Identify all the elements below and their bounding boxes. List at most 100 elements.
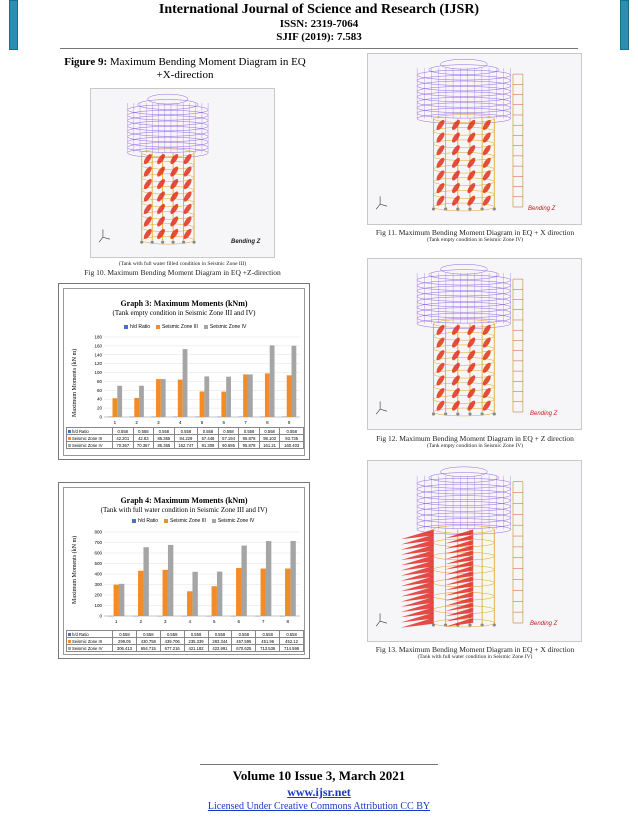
ladder-frame xyxy=(512,481,524,624)
figure-13-caption: Fig 13. Maximum Bending Moment Diagram i… xyxy=(375,645,575,654)
table-cell: 91.308 xyxy=(197,441,219,449)
graph-4-subtitle: (Tank with full water condition in Seism… xyxy=(100,506,268,514)
bar xyxy=(260,568,266,616)
footer-license-link[interactable]: Licensed Under Creative Commons Attribut… xyxy=(207,801,431,812)
bar xyxy=(204,376,210,417)
y-tick-label: 60 xyxy=(97,388,103,393)
figure-12-image: Bending Z xyxy=(367,258,582,430)
table-cell: 152.747 xyxy=(173,441,199,449)
figure-10-bending-label: Bending Z xyxy=(231,239,261,245)
figure-12-bending-label: Bending Z xyxy=(530,411,558,417)
graph-3-data-table: h/d Ratio 0.558 0.558 0.558 0.558 0.558 0.558 0… xyxy=(66,427,304,449)
bar xyxy=(264,373,270,417)
table-cell: 0.558 xyxy=(153,427,175,435)
bar xyxy=(236,567,242,616)
ladder-frame xyxy=(512,73,524,208)
bar xyxy=(291,345,297,417)
header-divider xyxy=(60,48,578,49)
table-cell: 85.365 xyxy=(153,434,175,442)
figure-13-structure-drawing xyxy=(375,466,524,628)
figure-11-image: Bending Z xyxy=(367,53,582,225)
figure-10-structure-drawing xyxy=(98,93,209,245)
header-right-bar xyxy=(620,0,629,50)
graph-3-legend-item: Seismic Zone IV xyxy=(203,324,246,330)
y-tick-label: 160 xyxy=(94,343,102,348)
y-tick-label: 0 xyxy=(99,614,102,619)
moment-diagram xyxy=(400,529,474,628)
figure-10-caption: Fig 10. Maximum Bending Moment Diagram i… xyxy=(84,268,281,277)
figure-13-subcaption: (Tank with full water condition in Seism… xyxy=(417,654,533,660)
graph-4-legend-item: Seismic Zone III xyxy=(164,518,206,524)
x-tick-label: 9 xyxy=(288,420,291,425)
table-cell: 84.229 xyxy=(173,434,199,442)
table-cell: 283.344 xyxy=(207,637,233,645)
footer-divider xyxy=(200,764,438,765)
y-tick-label: 100 xyxy=(94,370,102,375)
axis-triad-icon xyxy=(375,613,388,627)
graph-4-chart: Graph 4: Maximum Moments (kNm) (Tank wit… xyxy=(58,482,310,659)
table-cell: 0.558 xyxy=(279,630,304,638)
y-tick-label: 700 xyxy=(94,540,102,545)
graph-3-legend: h/d Ratio Seismic Zone III Seismic Zone … xyxy=(124,324,246,330)
table-cell: 161.21 xyxy=(258,441,281,449)
tank-wireframe xyxy=(127,93,209,158)
figure-10-image: Bending Z xyxy=(90,88,275,258)
footer-url-link[interactable]: www.ijsr.net xyxy=(287,785,351,799)
bar xyxy=(167,544,174,616)
y-tick-label: 40 xyxy=(97,397,103,402)
x-tick-label: 5 xyxy=(201,420,204,425)
journal-sjif: SJIF (2019): 7.583 xyxy=(276,31,362,43)
table-row: h/d Ratio 0.558 0.558 0.558 0.558 0.558 0.558 0… xyxy=(66,427,304,435)
table-cell: 0.558 xyxy=(255,630,281,638)
tank-wireframe xyxy=(416,264,511,329)
y-tick-label: 800 xyxy=(94,530,102,535)
table-cell: 160.403 xyxy=(279,441,304,449)
bar xyxy=(221,391,227,417)
graph-4-legend-item: Seismic Zone IV xyxy=(211,518,254,524)
journal-issn: ISSN: 2319-7064 xyxy=(279,18,359,30)
y-tick-label: 180 xyxy=(94,335,102,340)
graph-3-chart: Graph 3: Maximum Moments (kNm) (Tank emp… xyxy=(58,283,310,460)
x-tick-label: 1 xyxy=(114,420,117,425)
table-cell: 670.625 xyxy=(231,644,257,652)
table-cell: 0.558 xyxy=(183,630,209,638)
graph-4-data-table: h/d Ratio 0.558 0.558 0.558 0.558 0.558 0.558 0… xyxy=(66,630,304,652)
table-cell: 452.12 xyxy=(279,637,304,645)
tank-wireframe xyxy=(416,466,511,535)
table-cell: 421.182 xyxy=(183,644,209,652)
ladder-frame xyxy=(512,278,524,413)
table-cell: 93.735 xyxy=(279,434,304,442)
table-cell: 85.365 xyxy=(153,441,175,449)
graph-3-legend-item: h/d Ratio xyxy=(124,324,150,330)
x-tick-label: 4 xyxy=(188,619,191,624)
table-cell: 98.103 xyxy=(258,434,281,442)
table-cell: 95.878 xyxy=(238,434,260,442)
x-tick-label: 7 xyxy=(262,619,265,624)
y-tick-label: 100 xyxy=(94,603,102,608)
moment-diagram xyxy=(436,119,491,206)
table-cell: 439.706 xyxy=(159,637,185,645)
table-row: Seismic Zone IV 70.367 70.367 85.365 152.747… xyxy=(66,441,304,449)
figure-11-bending-label: Bending Z xyxy=(528,206,556,212)
bar xyxy=(139,385,144,417)
x-tick-label: 6 xyxy=(223,420,226,425)
x-tick-label: 3 xyxy=(164,619,167,624)
y-tick-label: 400 xyxy=(94,572,102,577)
bar xyxy=(290,540,296,616)
moment-diagram xyxy=(143,154,192,240)
bar xyxy=(192,571,198,616)
figure-10-subcaption: (Tank with full water filled condition i… xyxy=(118,261,247,267)
table-row: Seismic Zone IV 306.413 654.715 677.216 421.… xyxy=(66,644,304,652)
table-cell: 42.201 xyxy=(112,434,134,442)
table-cell: 430.758 xyxy=(135,637,161,645)
y-tick-label: 80 xyxy=(97,379,103,384)
figure-11-subcaption: (Tank empty condition in Seismic Zone IV… xyxy=(426,237,524,243)
table-cell: 57.194 xyxy=(217,434,240,442)
graph-4-plot: 0 100 200 300 400 500 600 700 800 1 2 3 4 5 6 7 8 xyxy=(94,530,300,624)
table-cell: 0.558 xyxy=(197,427,219,435)
table-cell: 0.558 xyxy=(135,630,161,638)
table-series-label: Seismic Zone IV xyxy=(66,644,113,652)
table-cell: 457.595 xyxy=(231,637,257,645)
bar xyxy=(134,397,140,417)
graph-3-plot: 0 20 40 60 80 100 120 140 160 180 1 2 3 4 5 6 7 8 9 xyxy=(94,335,300,425)
